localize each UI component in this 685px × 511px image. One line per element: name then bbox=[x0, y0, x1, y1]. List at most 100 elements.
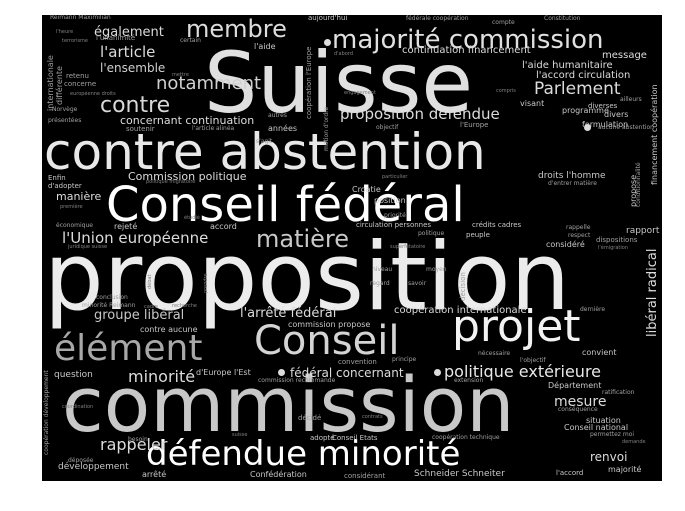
word: Norvège bbox=[52, 106, 78, 113]
word: membre bbox=[186, 15, 287, 43]
word: Reimann Maximilian bbox=[50, 15, 111, 21]
word: coopération l'Europe bbox=[305, 46, 313, 119]
word: présentées bbox=[48, 117, 82, 124]
word: prendre bbox=[203, 273, 209, 293]
word: extension bbox=[454, 377, 484, 384]
word: l'arrêté fédéral bbox=[240, 306, 337, 321]
word: compris bbox=[496, 88, 516, 94]
word: niveau bbox=[372, 266, 393, 273]
word: coopération technique bbox=[432, 434, 500, 441]
word: soutenir bbox=[126, 125, 155, 133]
word: convention bbox=[338, 358, 377, 366]
word: Croatie bbox=[352, 185, 381, 194]
word: l'accord circulation bbox=[536, 70, 631, 81]
word: Constitution bbox=[544, 15, 581, 22]
word: première bbox=[60, 204, 83, 210]
word: accord bbox=[210, 222, 237, 231]
word: internationale bbox=[46, 55, 55, 111]
word: savoir bbox=[408, 280, 427, 287]
word: l'aide bbox=[254, 42, 276, 51]
word: conclusion bbox=[96, 294, 128, 301]
word: étudié bbox=[184, 215, 200, 221]
word: Conseil fédéral bbox=[106, 177, 465, 233]
word: superfétatoire bbox=[390, 244, 426, 250]
word: coopération internationale bbox=[394, 305, 527, 316]
word: divers bbox=[604, 110, 629, 119]
word: politique bbox=[418, 230, 445, 237]
word: contrats bbox=[362, 414, 383, 420]
word: fédéral concernant bbox=[290, 366, 404, 380]
word: coordination bbox=[62, 404, 94, 410]
word: majorité bbox=[608, 465, 642, 474]
word: décision bbox=[459, 272, 467, 301]
word: élément bbox=[54, 328, 203, 369]
word: ratification bbox=[602, 389, 635, 396]
word: financement coopération bbox=[650, 84, 659, 185]
word: respect bbox=[568, 232, 591, 239]
word: décidé bbox=[298, 414, 322, 422]
word: Confédération bbox=[250, 470, 307, 479]
word: aucune abstention bbox=[598, 124, 654, 131]
word: ailleurs bbox=[620, 96, 642, 103]
word: concerne bbox=[64, 80, 97, 88]
word: priorité bbox=[384, 212, 406, 219]
word: manière bbox=[56, 190, 102, 203]
word: permettez moi bbox=[590, 431, 635, 438]
word: renvoi bbox=[590, 450, 628, 464]
word: rejeté bbox=[114, 222, 138, 231]
word: d'entrer matière bbox=[548, 180, 597, 187]
word: engagement bbox=[344, 90, 376, 96]
word: différente bbox=[55, 66, 64, 105]
word: groupe libéral bbox=[94, 308, 185, 323]
word: rappelle bbox=[566, 224, 591, 231]
word: l'aide humanitaire bbox=[522, 60, 613, 71]
word: majorité commission bbox=[332, 25, 604, 55]
word: concernant continuation bbox=[120, 114, 255, 127]
bullet-dot bbox=[584, 124, 591, 131]
word: particulier bbox=[382, 174, 408, 180]
word: principe bbox=[392, 356, 417, 363]
word: l'objectif bbox=[520, 357, 546, 364]
word: commission recommande bbox=[258, 377, 336, 384]
word: terrorisme bbox=[62, 38, 89, 44]
word: commission propose bbox=[288, 320, 371, 329]
word: demande bbox=[622, 439, 646, 445]
word: défendue minorité bbox=[146, 434, 461, 474]
word: Parlement bbox=[534, 79, 621, 99]
word: Conseil bbox=[254, 318, 400, 364]
word: déposée bbox=[68, 457, 94, 464]
word: notamment bbox=[156, 73, 262, 94]
word: continuation financement bbox=[402, 45, 531, 56]
word: projet bbox=[452, 301, 581, 352]
word: l'ensemble bbox=[100, 61, 166, 75]
word: cadre bbox=[144, 304, 159, 310]
word: également bbox=[94, 25, 164, 40]
word: programme bbox=[562, 106, 609, 115]
word: d'abord bbox=[334, 51, 353, 57]
word: position bbox=[374, 196, 406, 205]
word: débat bbox=[147, 274, 153, 289]
word: rappeler bbox=[100, 435, 168, 454]
word: développement bbox=[58, 462, 129, 472]
word: l'article alinéa bbox=[192, 125, 235, 132]
word: rapport bbox=[626, 226, 660, 236]
word: contre abstention bbox=[44, 123, 486, 181]
word: d'adopter bbox=[48, 182, 82, 190]
word: juridique suisse bbox=[68, 244, 108, 250]
word: libéral radical bbox=[645, 248, 660, 337]
word: conditionnalité bbox=[635, 162, 642, 207]
word: dispositions bbox=[596, 236, 638, 244]
word: politique extérieure bbox=[444, 362, 602, 381]
word: crédits cadres bbox=[472, 221, 522, 229]
word: d'Europe l'Est bbox=[196, 368, 251, 377]
word: Suisse bbox=[204, 34, 474, 132]
word: circulation personnes bbox=[356, 221, 432, 229]
word: situation bbox=[586, 416, 621, 425]
word: aujourd'hui bbox=[308, 15, 348, 22]
word: l'Union européenne bbox=[62, 229, 209, 247]
word: visant bbox=[520, 99, 545, 108]
word: Schneider Schneiter bbox=[414, 469, 505, 479]
word: recherche bbox=[172, 303, 197, 309]
word: question bbox=[54, 370, 93, 380]
word: convient bbox=[582, 348, 617, 357]
